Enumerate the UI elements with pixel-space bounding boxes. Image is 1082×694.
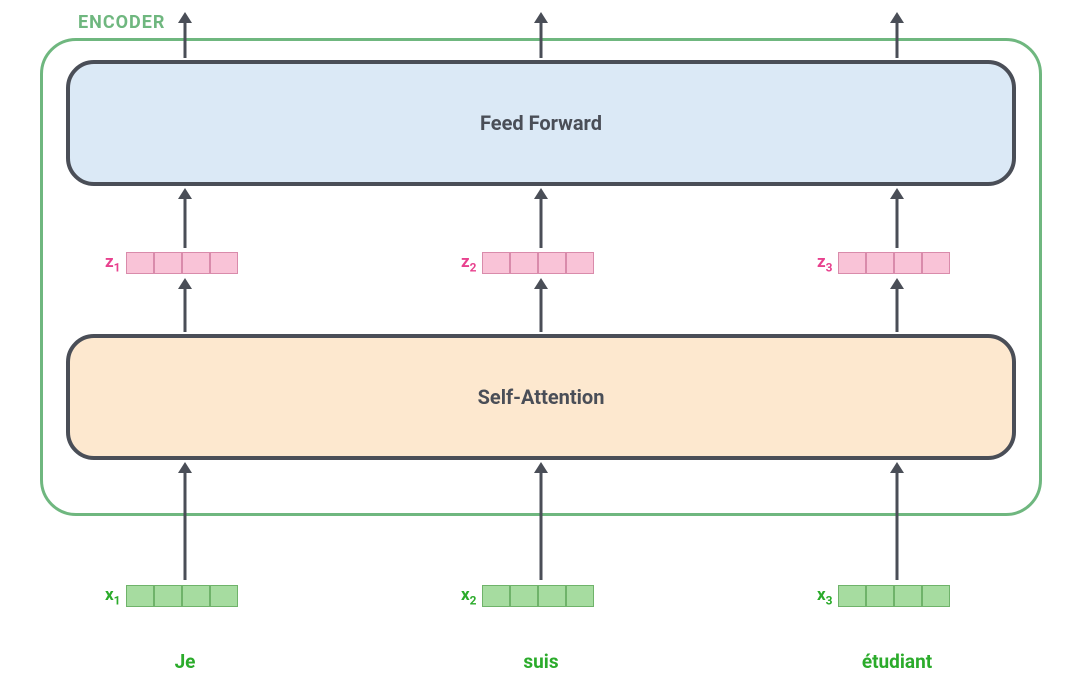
feed-forward-layer: Feed Forward (66, 60, 1016, 186)
diagram-canvas: ENCODER Feed Forward Self-Attention z1 x1… (0, 0, 1082, 694)
vector-cell (182, 252, 210, 274)
self-attention-layer: Self-Attention (66, 334, 1016, 460)
vector-cell (922, 252, 950, 274)
vector-cell (566, 252, 594, 274)
z-vector-label: z2 (461, 252, 476, 274)
vector-cell (866, 252, 894, 274)
vector-cell (922, 585, 950, 607)
vector-cell (182, 585, 210, 607)
x-vector-label: x3 (817, 585, 832, 607)
z-vector: z3 (817, 252, 950, 274)
z-vector-cells (126, 252, 238, 274)
vector-cell (538, 252, 566, 274)
input-word: Je (115, 650, 255, 673)
vector-cell (154, 252, 182, 274)
z-vector-cells (482, 252, 594, 274)
encoder-label: ENCODER (78, 12, 165, 33)
vector-cell (210, 252, 238, 274)
z-vector: z1 (105, 252, 238, 274)
z-vector-label: z3 (817, 252, 832, 274)
vector-cell (538, 585, 566, 607)
z-vector-label: z1 (105, 252, 120, 274)
input-word: suis (471, 650, 611, 673)
vector-cell (210, 585, 238, 607)
vector-cell (894, 585, 922, 607)
vector-cell (154, 585, 182, 607)
x-vector-cells (482, 585, 594, 607)
vector-cell (126, 252, 154, 274)
self-attention-label: Self-Attention (478, 385, 605, 409)
x-vector: x3 (817, 585, 950, 607)
x-vector-label: x1 (105, 585, 120, 607)
vector-cell (482, 585, 510, 607)
vector-cell (838, 252, 866, 274)
vector-cell (510, 585, 538, 607)
x-vector: x1 (105, 585, 238, 607)
vector-cell (894, 252, 922, 274)
vector-cell (566, 585, 594, 607)
z-vector: z2 (461, 252, 594, 274)
x-vector-label: x2 (461, 585, 476, 607)
vector-cell (510, 252, 538, 274)
input-word: étudiant (827, 650, 967, 673)
x-vector: x2 (461, 585, 594, 607)
vector-cell (126, 585, 154, 607)
feed-forward-label: Feed Forward (480, 111, 602, 135)
vector-cell (482, 252, 510, 274)
vector-cell (838, 585, 866, 607)
x-vector-cells (126, 585, 238, 607)
x-vector-cells (838, 585, 950, 607)
vector-cell (866, 585, 894, 607)
z-vector-cells (838, 252, 950, 274)
